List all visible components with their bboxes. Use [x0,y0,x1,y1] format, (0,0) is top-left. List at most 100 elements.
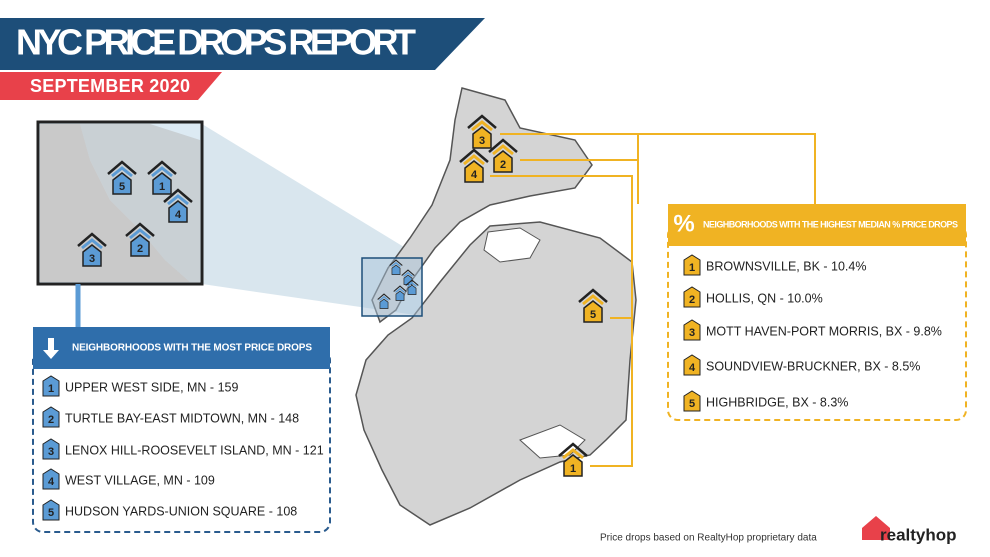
panel-header [33,327,330,369]
roof-line [151,166,173,178]
house-marker: 5 [107,160,137,195]
list-item: LENOX HILL-ROOSEVELT ISLAND, MN - 121 [65,443,324,457]
list-item: WEST VILLAGE, MN - 109 [65,473,215,487]
panel-border [667,224,967,421]
marker-label: 4 [471,169,478,181]
roof-line [129,228,151,240]
rank-number: 4 [48,476,55,488]
roof-line [111,166,133,178]
house-marker: 4 [163,188,193,223]
rank-badge [42,499,60,521]
panel-border [32,349,331,533]
title: NYC PRICE DROPS REPORT [16,22,416,63]
house-marker: 4 [459,148,489,183]
house-marker: 2 [488,138,518,173]
inset-land-east [80,124,200,282]
roof-line [395,287,405,293]
house-body [583,300,603,323]
arrow-icon [43,338,59,359]
house-body [152,172,172,195]
roof-line [407,281,417,287]
list-item: HIGHBRIDGE, BX - 8.3% [706,395,848,409]
rank-badge [42,468,60,490]
inset-land [40,124,190,282]
house-marker: 1 [147,160,177,195]
rank-badge [683,254,701,276]
roof-line [467,114,497,129]
rank-number: 2 [689,294,695,306]
roof-line [393,285,407,292]
marker-label: 3 [479,135,485,147]
house-body [130,234,150,257]
rank-badge [683,319,701,341]
subtitle-banner [0,72,222,100]
house-body [112,172,132,195]
marker-label: 2 [500,159,506,171]
roof-line [401,269,415,276]
list-item: HUDSON YARDS-UNION SQUARE - 108 [65,504,297,518]
house-marker: 5 [578,288,608,323]
roof-line [405,279,419,286]
roof-line [81,238,103,250]
rank-number: 2 [48,414,54,426]
roof-line [167,194,189,206]
list-item: UPPER WEST SIDE, MN - 159 [65,380,238,394]
roof-line [492,144,514,156]
house-body [472,126,492,149]
roof-line [488,138,518,153]
house-marker [405,279,419,295]
connector [638,133,816,204]
marker-label: 1 [159,181,165,193]
house-marker: 3 [467,114,497,149]
rank-number: 1 [48,383,54,395]
percent-icon: % [673,210,694,237]
panel-title: NEIGHBORHOODS WITH THE HIGHEST MEDIAN % … [703,219,958,229]
rank-number: 5 [689,398,695,410]
panel-header [668,204,966,246]
house-body [391,264,401,275]
roof-line [389,259,403,266]
rank-badge [683,390,701,412]
roof-line [391,261,401,267]
list-item: HOLLIS, QN - 10.0% [706,291,823,305]
rank-number: 3 [689,327,695,339]
list-item: SOUNDVIEW-BRUCKNER, BX - 8.5% [706,359,920,373]
connector [490,175,633,467]
marker-label: 5 [119,181,125,193]
panel-title: NEIGHBORHOODS WITH THE MOST PRICE DROPS [72,343,312,354]
list-item: TURTLE BAY-EAST MIDTOWN, MN - 148 [65,411,299,425]
roof-line [562,448,584,460]
house-body [395,290,405,301]
house-marker [377,293,391,309]
house-body [407,284,417,295]
footer-note: Price drops based on RealtyHop proprieta… [600,533,817,544]
logo: realtyhop [880,525,957,544]
bay [483,227,541,263]
marker-label: 2 [137,243,143,255]
rank-badge [683,354,701,376]
marker-label: 4 [175,209,182,221]
roof-line [77,232,107,247]
rank-number: 1 [689,262,695,274]
rank-badge [42,406,60,428]
marker-label: 1 [570,463,576,475]
house-marker [389,259,403,275]
roof-line [582,294,604,306]
marker-label: 5 [590,309,596,321]
marker-label: 3 [89,253,95,265]
house-marker: 2 [125,222,155,257]
house-marker: 1 [558,442,588,477]
roof-line [463,154,485,166]
roof-line [578,288,608,303]
rank-badge [42,438,60,460]
rank-number: 5 [48,507,54,519]
rank-number: 4 [689,362,696,374]
list-item: MOTT HAVEN-PORT MORRIS, BX - 9.8% [706,324,942,338]
roof-line [163,188,193,203]
bronx-manhattan [371,87,593,324]
rank-badge [683,286,701,308]
roof-line [403,271,413,277]
roof-line [125,222,155,237]
logo-icon [862,516,890,540]
